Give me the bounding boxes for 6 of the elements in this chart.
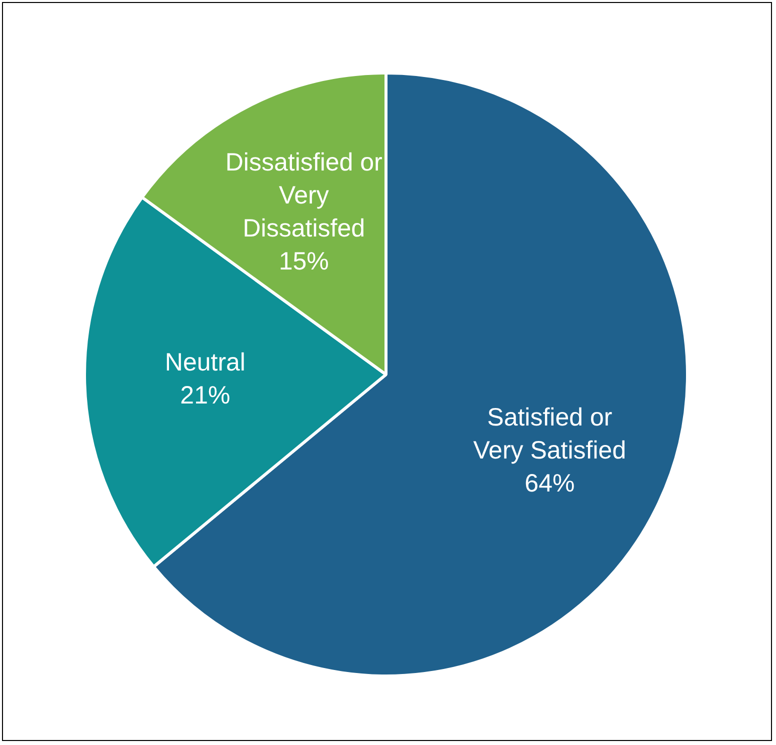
data-label: 64% — [524, 469, 575, 498]
slice-label: Dissatisfied or Very Dissatisfed — [225, 148, 382, 243]
data-label: 15% — [278, 248, 329, 276]
slice-label: Neutral — [164, 348, 246, 377]
data-label: 21% — [180, 382, 230, 410]
slice-label: Satisfied or Very Satisfied — [473, 403, 626, 464]
